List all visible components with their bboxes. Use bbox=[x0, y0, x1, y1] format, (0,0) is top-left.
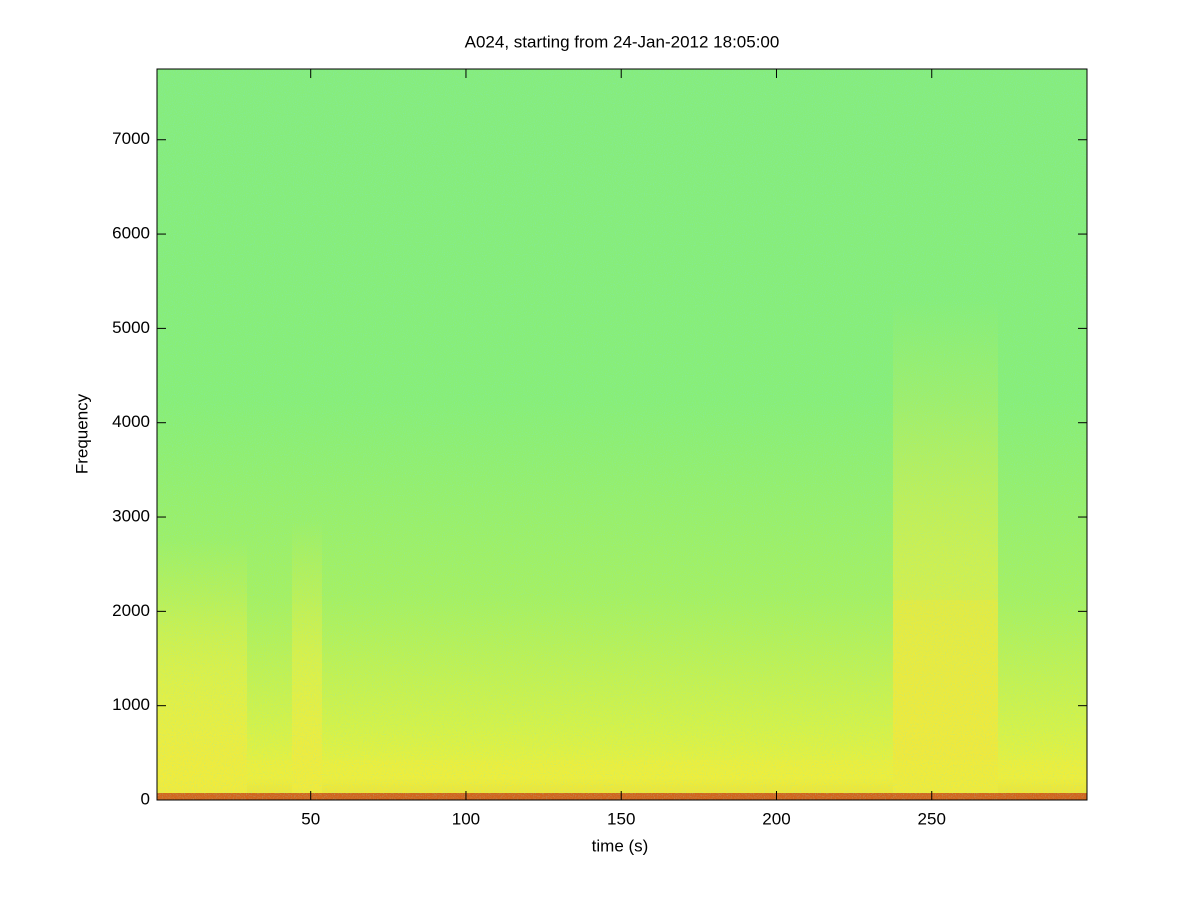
y-tick-label: 1000 bbox=[112, 695, 150, 714]
x-axis-label: time (s) bbox=[592, 836, 649, 855]
y-tick-label: 2000 bbox=[112, 601, 150, 620]
y-tick-label: 5000 bbox=[112, 318, 150, 337]
y-axis-label: Frequency bbox=[72, 393, 91, 474]
x-tick-label: 50 bbox=[301, 809, 320, 828]
x-tick-label: 100 bbox=[452, 809, 480, 828]
chart-title: A024, starting from 24-Jan-2012 18:05:00 bbox=[465, 32, 780, 51]
plot-frame bbox=[156, 68, 1088, 801]
spectrogram-image bbox=[157, 69, 1087, 800]
x-tick-label: 250 bbox=[918, 809, 946, 828]
y-tick-label: 3000 bbox=[112, 507, 150, 526]
x-tick-label: 200 bbox=[762, 809, 790, 828]
y-tick-label: 7000 bbox=[112, 129, 150, 148]
x-tick-label: 150 bbox=[607, 809, 635, 828]
y-tick-label: 0 bbox=[141, 789, 150, 808]
y-tick-label: 6000 bbox=[112, 224, 150, 243]
y-tick-label: 4000 bbox=[112, 412, 150, 431]
